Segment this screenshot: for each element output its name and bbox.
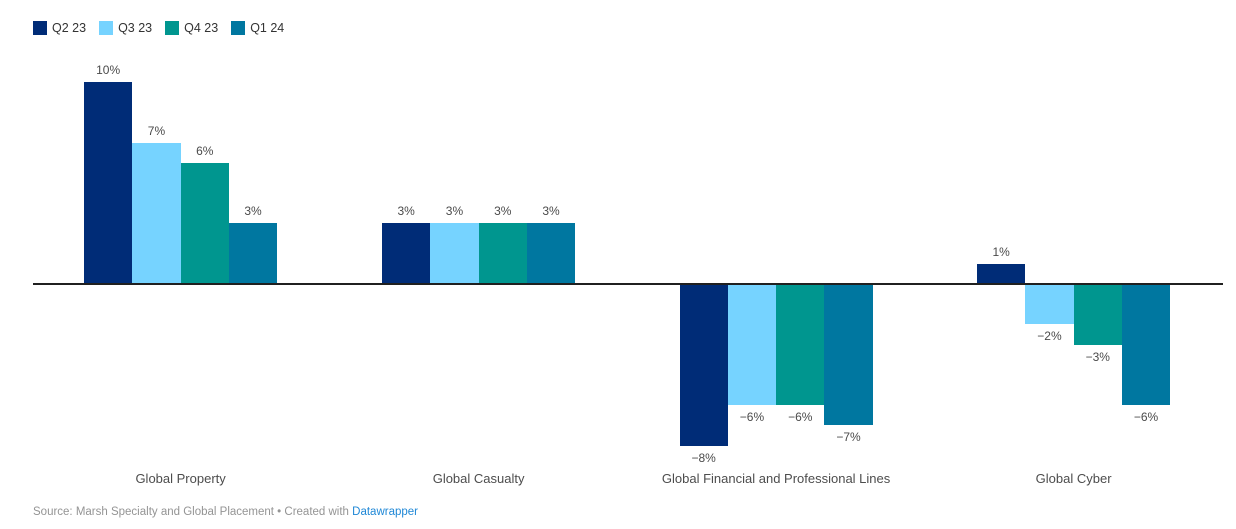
bar-global-casualty-q2-23[interactable] — [382, 223, 431, 284]
value-label-global-cyber-q1-24: −6% — [1133, 410, 1159, 425]
value-label-global-financial-and-professional-lines-q1-24: −7% — [836, 430, 861, 445]
value-label-global-casualty-q1-24: 3% — [542, 204, 560, 219]
bar-global-casualty-q1-24[interactable] — [526, 223, 576, 284]
legend-item-q2-23: Q2 23 — [33, 21, 86, 35]
value-label-global-financial-and-professional-lines-q4-23: −6% — [788, 410, 813, 425]
value-label-global-financial-and-professional-lines-q3-23: −6% — [739, 410, 765, 425]
value-label-global-property-q2-23: 10% — [96, 63, 121, 77]
source-text: Source: Marsh Specialty and Global Place… — [33, 506, 353, 518]
source-line: Source: Marsh Specialty and Global Place… — [33, 505, 418, 519]
bar-global-casualty-q3-23[interactable] — [430, 223, 479, 284]
value-label-global-property-q1-24: 3% — [244, 204, 262, 219]
value-label-global-property-q3-23: 7% — [147, 123, 166, 138]
bar-global-property-q2-23[interactable] — [84, 82, 133, 284]
bar-global-casualty-q4-23[interactable] — [478, 223, 527, 284]
legend-swatch-icon — [33, 21, 47, 35]
bar-global-financial-and-professional-lines-q1-24[interactable] — [824, 284, 873, 426]
bar-global-cyber-q2-23[interactable] — [977, 263, 1026, 284]
legend: Q2 23 Q3 23 Q4 23 Q1 24 — [33, 21, 297, 35]
bar-global-property-q3-23[interactable] — [132, 142, 181, 284]
value-label-global-financial-and-professional-lines-q2-23: −8% — [691, 450, 716, 465]
category-label-global-casualty: Global Casualty — [432, 471, 525, 486]
bar-global-financial-and-professional-lines-q4-23[interactable] — [776, 284, 825, 406]
bar-global-property-q1-24[interactable] — [228, 223, 278, 284]
bar-global-cyber-q1-24[interactable] — [1121, 284, 1171, 406]
legend-swatch-icon — [165, 21, 180, 35]
legend-label: Q3 23 — [118, 21, 153, 35]
bar-global-financial-and-professional-lines-q3-23[interactable] — [727, 284, 777, 406]
category-label-global-financial-and-professional-lines: Global Financial and Professional Lines — [661, 471, 891, 486]
bar-global-property-q4-23[interactable] — [180, 162, 229, 284]
value-label-global-cyber-q2-23: 1% — [992, 244, 1010, 259]
zero-axis-line — [33, 283, 1223, 285]
legend-item-q4-23: Q4 23 — [165, 21, 218, 35]
value-label-global-casualty-q4-23: 3% — [494, 204, 512, 219]
legend-swatch-icon — [231, 21, 246, 35]
datawrapper-link[interactable]: Datawrapper — [352, 506, 418, 518]
value-label-global-cyber-q3-23: −2% — [1037, 329, 1062, 344]
value-label-global-casualty-q3-23: 3% — [445, 204, 464, 219]
category-label-global-property: Global Property — [135, 471, 226, 486]
value-label-global-casualty-q2-23: 3% — [397, 204, 415, 219]
legend-item-q3-23: Q3 23 — [99, 21, 152, 35]
legend-label: Q4 23 — [184, 21, 219, 35]
legend-label: Q1 24 — [250, 21, 285, 35]
bar-global-cyber-q3-23[interactable] — [1025, 284, 1074, 325]
legend-label: Q2 23 — [52, 21, 87, 35]
value-label-global-cyber-q4-23: −3% — [1085, 349, 1110, 364]
legend-item-q1-24: Q1 24 — [231, 21, 284, 35]
legend-swatch-icon — [99, 21, 114, 35]
category-label-global-cyber: Global Cyber — [1035, 471, 1112, 486]
value-label-global-property-q4-23: 6% — [196, 143, 214, 158]
bar-global-financial-and-professional-lines-q2-23[interactable] — [679, 284, 728, 446]
bar-global-cyber-q4-23[interactable] — [1073, 284, 1122, 345]
